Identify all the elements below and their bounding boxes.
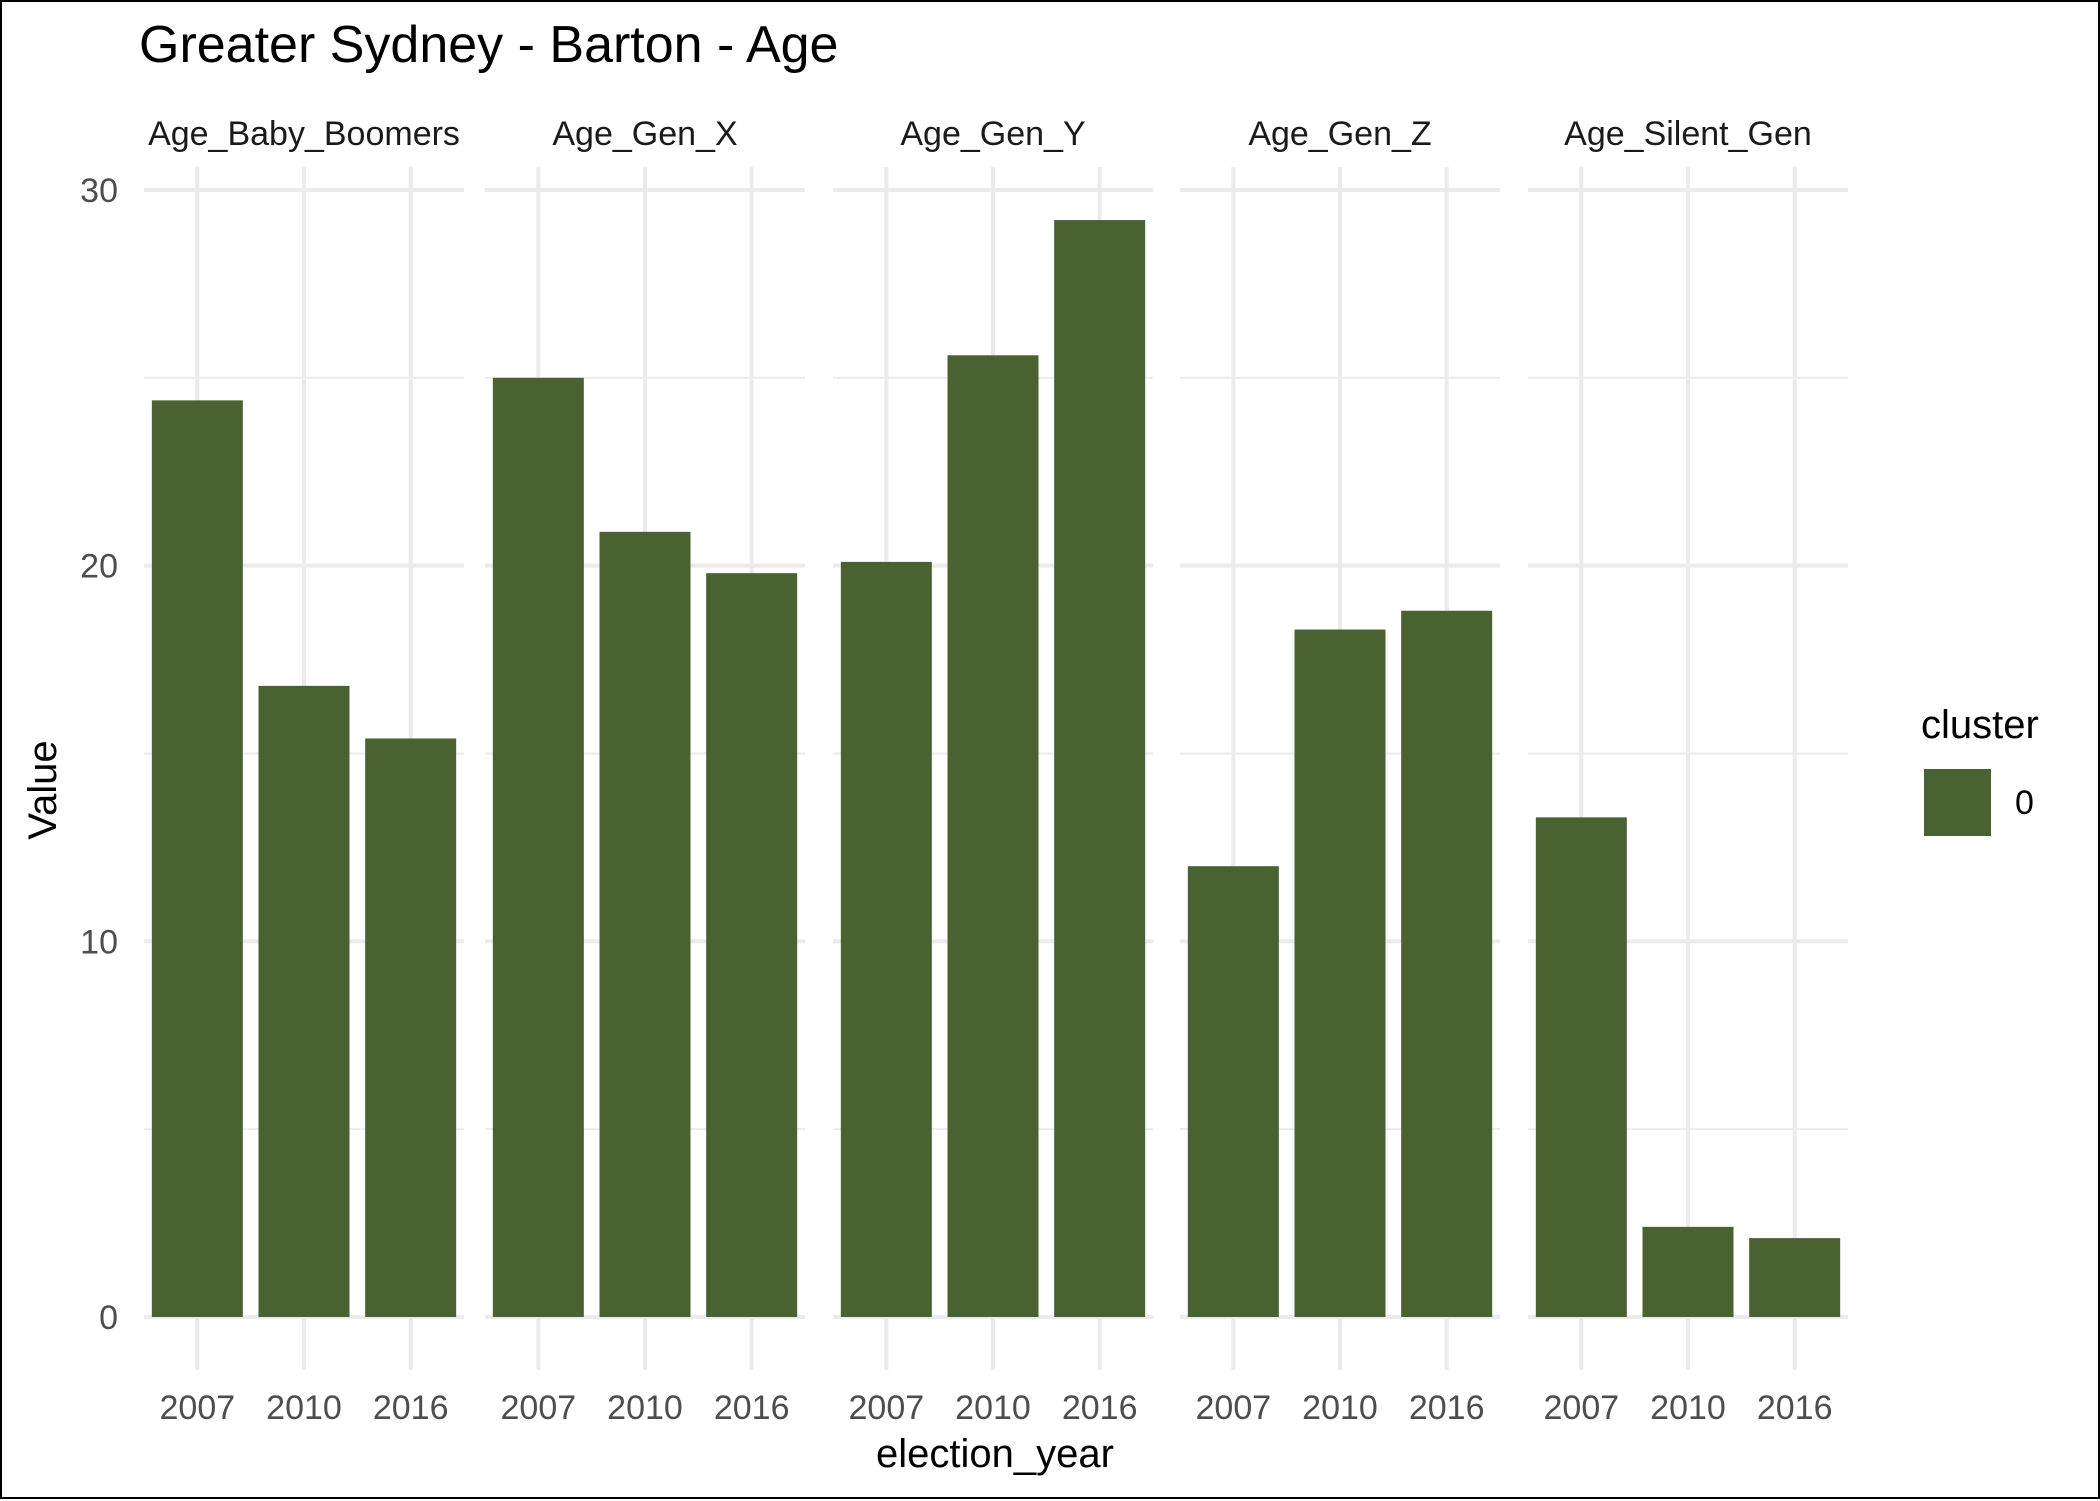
- legend-key-swatch: [1924, 769, 1991, 836]
- chart-title: Greater Sydney - Barton - Age: [139, 16, 838, 74]
- x-tick-label: 2010: [1650, 1389, 1726, 1427]
- facet-strip-label: Age_Gen_X: [552, 115, 737, 153]
- facet-panels: 2007 2010 2016 Age_Baby_Boomers 2007 2010 2016…: [144, 115, 1848, 1427]
- legend: cluster 0: [1921, 703, 2039, 836]
- bar: [599, 531, 691, 1317]
- bar: [492, 377, 584, 1317]
- bar: [1294, 629, 1386, 1317]
- x-tick-label: 2007: [501, 1389, 577, 1427]
- bar: [1054, 220, 1146, 1317]
- x-tick-label: 2016: [373, 1389, 449, 1427]
- bar: [151, 400, 243, 1318]
- x-tick-label: 2010: [1302, 1389, 1378, 1427]
- x-tick-label: 2016: [1409, 1389, 1485, 1427]
- y-tick-label: 10: [80, 923, 118, 961]
- bar: [1187, 866, 1279, 1317]
- y-axis-label: Value: [21, 740, 65, 839]
- y-tick-label: 0: [99, 1299, 118, 1337]
- bar: [1749, 1238, 1841, 1317]
- x-tick-label: 2016: [1062, 1389, 1138, 1427]
- bar: [1401, 610, 1493, 1317]
- y-tick-label: 30: [80, 172, 118, 210]
- x-tick-label: 2007: [849, 1389, 925, 1427]
- facet-panel: 2007 2010 2016 Age_Baby_Boomers: [144, 115, 464, 1427]
- facet-panel: 2007 2010 2016 Age_Silent_Gen: [1528, 115, 1848, 1427]
- x-tick-label: 2007: [160, 1389, 236, 1427]
- legend-title: cluster: [1921, 703, 2039, 747]
- facet-strip-label: Age_Baby_Boomers: [148, 115, 460, 153]
- facet-strip-label: Age_Silent_Gen: [1564, 115, 1812, 153]
- bar: [365, 738, 457, 1317]
- bar: [1642, 1226, 1734, 1317]
- facet-strip-label: Age_Gen_Y: [900, 115, 1085, 153]
- x-tick-label: 2007: [1196, 1389, 1272, 1427]
- x-tick-label: 2010: [266, 1389, 342, 1427]
- y-tick-label: 20: [80, 548, 118, 586]
- legend-entry-label: 0: [2015, 784, 2034, 822]
- x-tick-label: 2010: [955, 1389, 1031, 1427]
- bar: [1535, 817, 1627, 1317]
- y-axis: 0 10 20 30: [80, 172, 118, 1337]
- x-tick-label: 2016: [714, 1389, 790, 1427]
- bar: [947, 355, 1039, 1317]
- bar: [258, 685, 350, 1317]
- facet-panel: 2007 2010 2016 Age_Gen_Z: [1180, 115, 1500, 1427]
- facet-panel: 2007 2010 2016 Age_Gen_X: [485, 115, 805, 1427]
- x-axis-label: election_year: [876, 1432, 1114, 1476]
- facet-strip-label: Age_Gen_Z: [1248, 115, 1431, 153]
- bar: [706, 573, 798, 1317]
- x-tick-label: 2007: [1544, 1389, 1620, 1427]
- x-tick-label: 2010: [607, 1389, 683, 1427]
- x-tick-label: 2016: [1757, 1389, 1833, 1427]
- facet-panel: 2007 2010 2016 Age_Gen_Y: [833, 115, 1153, 1427]
- bar: [840, 561, 932, 1317]
